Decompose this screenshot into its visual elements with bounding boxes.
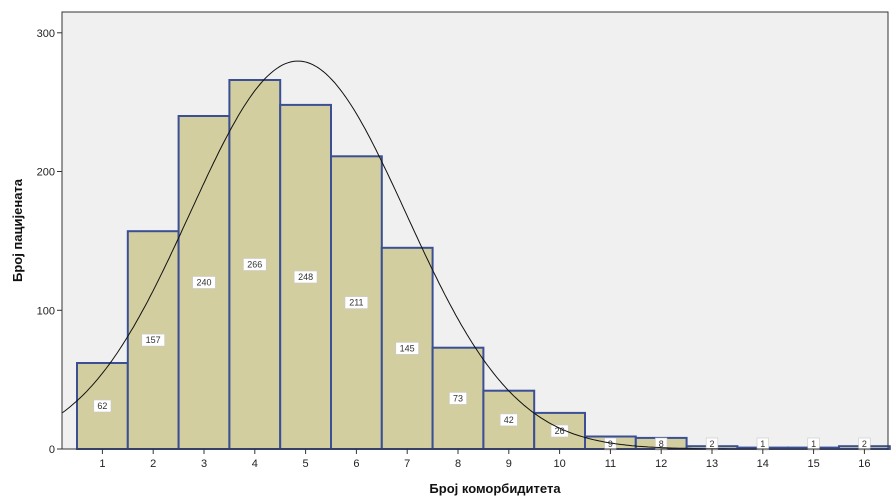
x-tick-label-11: 11 (605, 458, 616, 470)
y-tick-label-300: 300 (37, 28, 55, 40)
y-tick-label-200: 200 (37, 167, 55, 179)
y-axis-title: Број пацијената (10, 178, 25, 282)
data-label-8: 73 (449, 392, 467, 405)
data-label-4: 266 (243, 258, 267, 271)
data-label-5: 248 (293, 270, 318, 284)
y-tick-label-0: 0 (49, 444, 55, 456)
x-tick-label-15: 15 (807, 458, 819, 470)
data-label-box (93, 399, 112, 413)
data-label-text: 266 (247, 260, 262, 270)
data-label-text: 157 (146, 335, 161, 345)
data-label-box (395, 342, 419, 355)
x-tick-label-6: 6 (353, 458, 359, 470)
x-tick-label-3: 3 (201, 458, 207, 470)
y-axis: 0 100 200 300 (37, 28, 62, 456)
data-label-box (293, 270, 318, 284)
data-label-box (550, 424, 569, 438)
x-tick-label-9: 9 (506, 458, 512, 470)
data-label-text: 42 (504, 415, 514, 425)
x-tick-label-5: 5 (303, 458, 309, 470)
x-tick-label-16: 16 (858, 458, 870, 470)
data-label-text: 248 (298, 272, 313, 282)
x-axis-title: Број коморбидитета (429, 481, 561, 496)
data-label-box (243, 258, 267, 271)
data-label-1: 62 (93, 399, 112, 413)
data-label-text: 2 (709, 439, 714, 449)
data-label-14: 1 (756, 437, 769, 451)
data-label-text: 26 (555, 426, 565, 436)
data-label-text: 1 (811, 439, 816, 449)
data-label-box (192, 276, 216, 289)
data-label-text: 2 (862, 439, 867, 449)
data-label-text: 1 (760, 439, 765, 449)
x-tick-label-7: 7 (404, 458, 410, 470)
data-label-text: 9 (608, 439, 613, 449)
x-tick-label-14: 14 (757, 458, 769, 470)
data-label-text: 211 (349, 298, 363, 308)
x-tick-label-8: 8 (455, 458, 461, 470)
data-label-10: 26 (550, 424, 569, 438)
data-label-text: 8 (659, 439, 664, 449)
data-label-box (449, 392, 467, 405)
x-tick-label-2: 2 (150, 458, 156, 470)
data-label-text: 145 (400, 343, 415, 353)
data-label-15: 1 (807, 437, 820, 451)
x-tick-label-1: 1 (99, 458, 105, 470)
data-label-text: 73 (453, 393, 463, 403)
data-label-9: 42 (499, 413, 518, 427)
y-tick-label-100: 100 (37, 305, 55, 317)
x-tick-label-4: 4 (252, 458, 258, 470)
data-label-box (499, 413, 518, 427)
data-label-text: 240 (196, 278, 211, 288)
x-tick-label-10: 10 (553, 458, 565, 470)
data-label-3: 240 (192, 276, 216, 289)
data-label-6: 211 (344, 296, 369, 309)
data-label-box (141, 333, 165, 347)
data-label-7: 145 (395, 342, 419, 355)
data-label-box (344, 296, 369, 309)
data-label-2: 157 (141, 333, 165, 347)
x-axis: 1 2 3 4 5 6 7 8 9 10 11 12 13 14 15 16 (99, 449, 871, 470)
plot-frame (61, 11, 889, 450)
data-label-16: 2 (858, 437, 871, 451)
x-tick-label-13: 13 (706, 458, 718, 470)
data-label-text: 62 (97, 401, 107, 411)
x-tick-label-12: 12 (655, 458, 667, 470)
